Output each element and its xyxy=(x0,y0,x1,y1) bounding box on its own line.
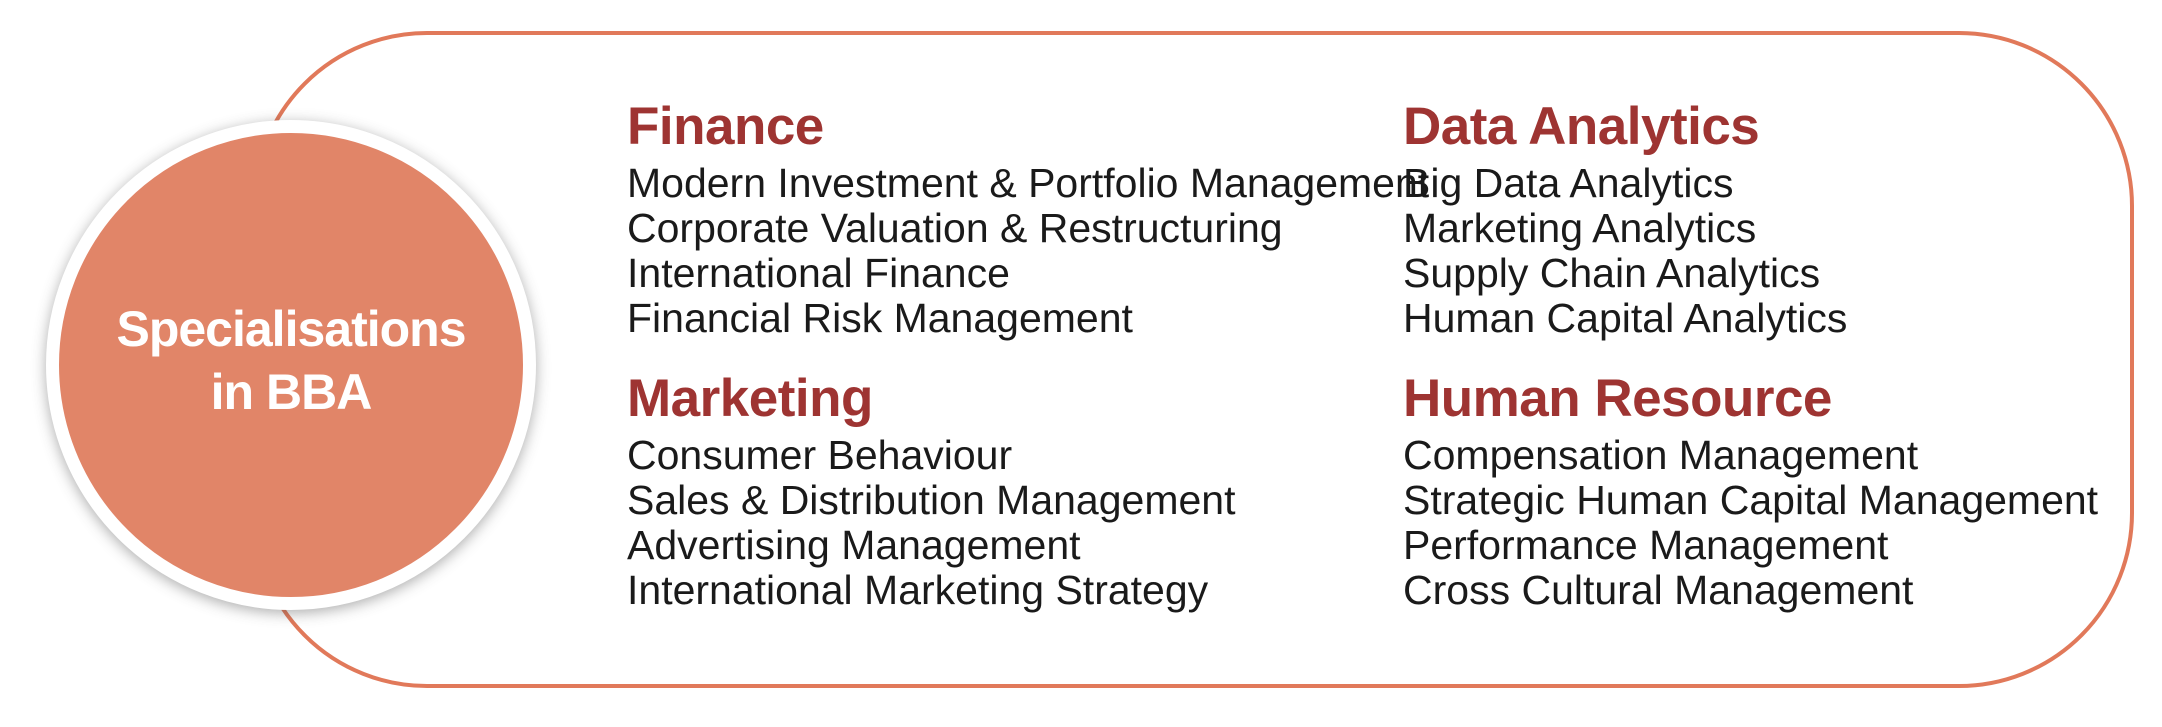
list-item: Supply Chain Analytics xyxy=(1403,250,1821,296)
list-item: Advertising Management xyxy=(627,522,1081,568)
list-item: Strategic Human Capital Management xyxy=(1403,477,2099,523)
list-item: International Marketing Strategy xyxy=(627,567,1209,613)
list-item: Corporate Valuation & Restructuring xyxy=(627,205,1283,251)
section-title-human-resource: Human Resource xyxy=(1403,369,1832,428)
section-items-human-resource: Compensation Management Strategic Human … xyxy=(1403,433,2133,613)
circle-title: Specialisations in BBA xyxy=(116,298,466,424)
list-item: Marketing Analytics xyxy=(1403,205,1757,251)
column-right: Data Analytics Big Data Analytics Market… xyxy=(1403,99,2133,613)
list-item: Sales & Distribution Management xyxy=(627,477,1236,523)
list-item: Financial Risk Management xyxy=(627,295,1133,341)
section-title-finance: Finance xyxy=(627,97,824,156)
section-items-data-analytics: Big Data Analytics Marketing Analytics S… xyxy=(1403,161,2133,341)
section-title-data-analytics: Data Analytics xyxy=(1403,97,1760,156)
list-item: Performance Management xyxy=(1403,522,1889,568)
circle-title-line2: in BBA xyxy=(210,364,373,420)
list-item: Big Data Analytics xyxy=(1403,160,1734,206)
section-human-resource: Human Resource Compensation Management S… xyxy=(1403,371,2133,613)
list-item: Modern Investment & Portfolio Management xyxy=(627,160,1430,206)
list-item: Compensation Management xyxy=(1403,432,1919,478)
section-items-marketing: Consumer Behaviour Sales & Distribution … xyxy=(627,433,1407,613)
circle-title-line1: Specialisations xyxy=(116,301,466,357)
specialisations-circle: Specialisations in BBA xyxy=(46,120,536,610)
section-finance: Finance Modern Investment & Portfolio Ma… xyxy=(627,97,1430,341)
section-data-analytics: Data Analytics Big Data Analytics Market… xyxy=(1403,99,2133,341)
list-item: Consumer Behaviour xyxy=(627,432,1013,478)
section-marketing: Marketing Consumer Behaviour Sales & Dis… xyxy=(627,371,1407,613)
section-title-marketing: Marketing xyxy=(627,369,873,428)
section-items-finance: Modern Investment & Portfolio Management… xyxy=(627,160,1430,341)
list-item: Human Capital Analytics xyxy=(1403,295,1848,341)
list-item: Cross Cultural Management xyxy=(1403,567,1914,613)
column-left: Finance Modern Investment & Portfolio Ma… xyxy=(627,97,1430,613)
list-item: International Finance xyxy=(627,250,1010,296)
